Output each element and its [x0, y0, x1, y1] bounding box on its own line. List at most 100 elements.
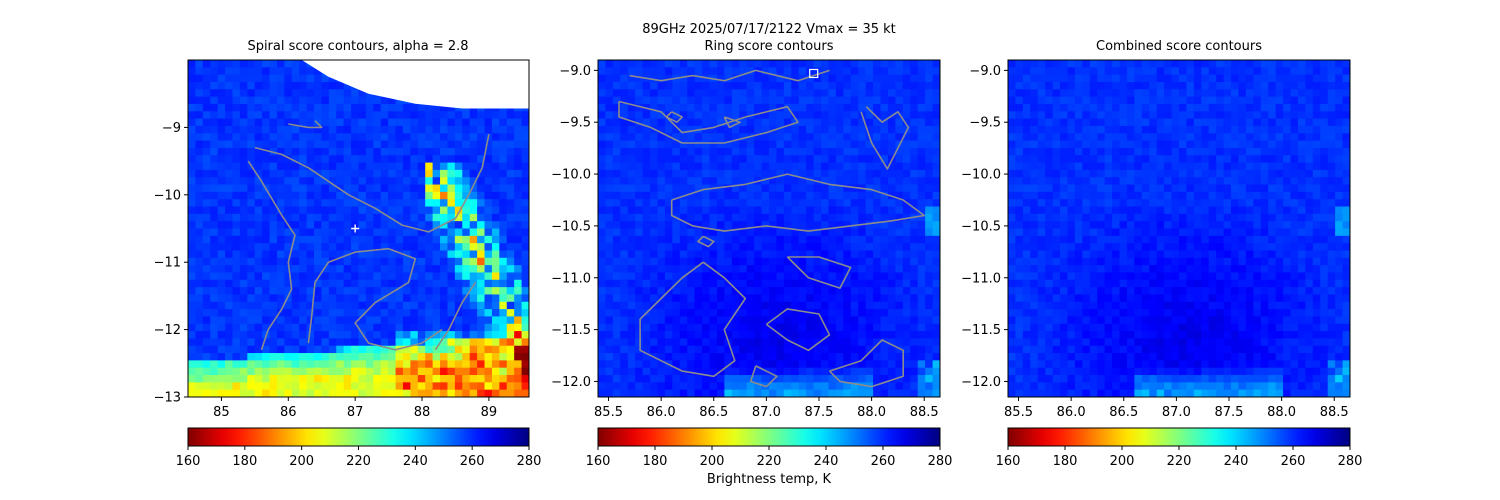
heatmap-cell: [835, 287, 844, 296]
heatmap-cell: [828, 89, 837, 98]
heatmap-cell: [491, 367, 500, 376]
heatmap-cell: [1067, 213, 1076, 222]
heatmap-cell: [709, 345, 718, 354]
heatmap-cell: [895, 60, 904, 68]
heatmap-cell: [716, 155, 725, 164]
heatmap-cell: [365, 375, 374, 383]
heatmap-cell: [1022, 103, 1031, 112]
heatmap-cell: [880, 118, 889, 127]
heatmap-cell: [262, 213, 271, 222]
heatmap-cell: [521, 309, 529, 318]
heatmap-cell: [865, 96, 874, 105]
heatmap-cell: [276, 191, 285, 200]
heatmap-cell: [858, 96, 867, 105]
heatmap-cell: [724, 353, 733, 361]
heatmap-cell: [620, 338, 629, 347]
heatmap-cell: [1097, 382, 1106, 391]
heatmap-cell: [679, 360, 688, 369]
heatmap-cell: [336, 177, 345, 186]
heatmap-cell: [828, 125, 837, 134]
heatmap-cell: [865, 309, 874, 318]
heatmap-cell: [336, 316, 345, 325]
heatmap-cell: [716, 309, 725, 318]
heatmap-cell: [932, 235, 940, 244]
heatmap-cell: [798, 345, 807, 354]
heatmap-cell: [217, 287, 226, 296]
heatmap-cell: [687, 140, 696, 149]
heatmap-cell: [694, 155, 703, 164]
heatmap-cell: [679, 265, 688, 274]
heatmap-cell: [188, 89, 197, 98]
heatmap-cell: [432, 235, 441, 244]
heatmap-cell: [821, 133, 830, 142]
heatmap-cell: [217, 316, 226, 325]
heatmap-cell: [521, 206, 529, 215]
heatmap-cell: [835, 89, 844, 98]
heatmap-cell: [731, 353, 740, 361]
heatmap-cell: [731, 177, 740, 186]
heatmap-cell: [239, 301, 248, 310]
heatmap-cell: [917, 316, 926, 325]
heatmap-cell: [821, 235, 830, 244]
heatmap-cell: [687, 125, 696, 134]
heatmap-cell: [306, 184, 315, 193]
heatmap-cell: [902, 294, 911, 303]
heatmap-cell: [754, 228, 763, 237]
heatmap-cell: [188, 294, 197, 303]
heatmap-cell: [195, 177, 204, 186]
heatmap-cell: [672, 81, 681, 90]
heatmap-cell: [813, 323, 822, 332]
heatmap-cell: [469, 367, 478, 376]
heatmap-cell: [895, 389, 904, 397]
heatmap-cell: [739, 279, 748, 288]
heatmap-cell: [499, 257, 508, 266]
heatmap-cell: [1052, 96, 1061, 105]
heatmap-cell: [440, 191, 449, 200]
heatmap-cell: [365, 140, 374, 149]
heatmap-cell: [506, 309, 515, 318]
heatmap-cell: [395, 228, 404, 237]
heatmap-cell: [925, 345, 934, 354]
heatmap-cell: [239, 89, 248, 98]
heatmap-cell: [694, 294, 703, 303]
heatmap-cell: [1060, 177, 1069, 186]
heatmap-cell: [284, 301, 293, 310]
heatmap-cell: [932, 213, 940, 222]
heatmap-cell: [1052, 235, 1061, 244]
heatmap-cell: [1045, 301, 1054, 310]
heatmap-cell: [225, 389, 234, 397]
heatmap-cell: [798, 96, 807, 105]
heatmap-cell: [925, 389, 934, 397]
heatmap-cell: [850, 353, 859, 361]
heatmap-cell: [462, 155, 471, 164]
heatmap-cell: [880, 96, 889, 105]
heatmap-cell: [217, 103, 226, 112]
heatmap-cell: [724, 228, 733, 237]
heatmap-cell: [657, 309, 666, 318]
heatmap-cell: [506, 382, 515, 391]
heatmap-cell: [664, 243, 673, 252]
heatmap-cell: [1008, 382, 1017, 391]
heatmap-cell: [477, 199, 486, 208]
heatmap-cell: [895, 206, 904, 215]
heatmap-cell: [380, 382, 389, 391]
heatmap-cell: [694, 89, 703, 98]
heatmap-cell: [440, 257, 449, 266]
heatmap-cell: [1015, 338, 1024, 347]
heatmap-cell: [410, 228, 419, 237]
heatmap-cell: [365, 206, 374, 215]
heatmap-cell: [225, 169, 234, 178]
heatmap-cell: [269, 309, 278, 318]
heatmap-cell: [1030, 162, 1039, 171]
heatmap-cell: [447, 375, 456, 383]
heatmap-cell: [843, 279, 852, 288]
heatmap-cell: [1008, 221, 1017, 230]
heatmap-cell: [1045, 118, 1054, 127]
heatmap-cell: [491, 389, 500, 397]
heatmap-cell: [388, 375, 397, 383]
heatmap-cell: [709, 206, 718, 215]
heatmap-cell: [828, 155, 837, 164]
heatmap-cell: [402, 103, 411, 112]
heatmap-cell: [657, 257, 666, 266]
heatmap-cell: [627, 111, 636, 120]
